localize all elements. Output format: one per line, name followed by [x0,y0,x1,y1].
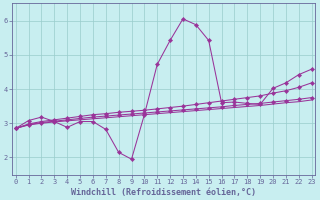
X-axis label: Windchill (Refroidissement éolien,°C): Windchill (Refroidissement éolien,°C) [71,188,256,197]
